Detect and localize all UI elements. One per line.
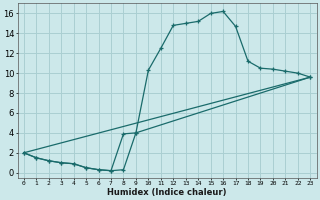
X-axis label: Humidex (Indice chaleur): Humidex (Indice chaleur) — [107, 188, 227, 197]
